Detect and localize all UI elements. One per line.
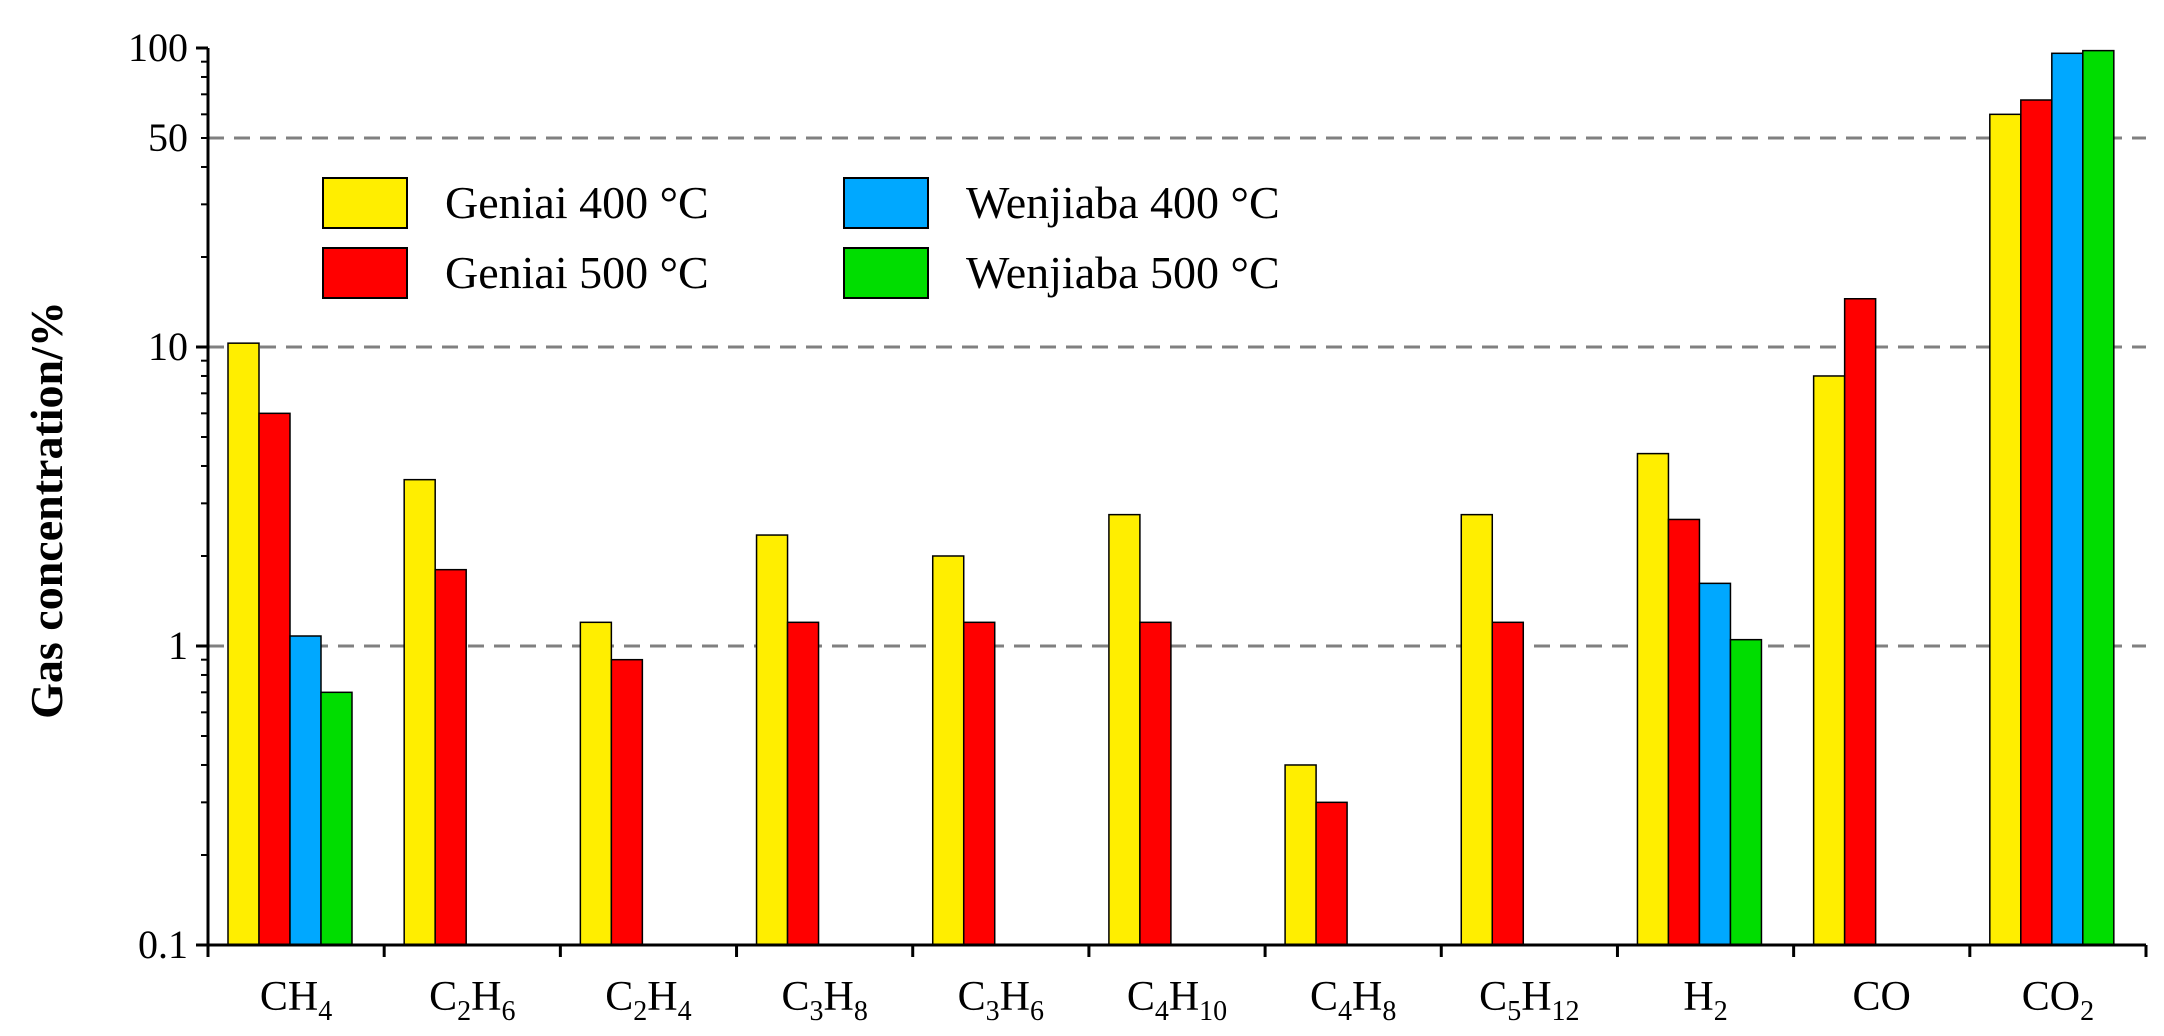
bar-0-1 xyxy=(403,478,436,946)
x-tick-label: C2H6 xyxy=(429,974,515,1027)
bar-1-0 xyxy=(258,412,291,946)
x-tick-label: CO xyxy=(1853,974,1911,1020)
legend: Geniai 400 °C Geniai 500 °C Wenjiaba 400 °… xyxy=(322,177,1280,299)
bar-2-0 xyxy=(289,635,322,946)
legend-label-3: Wenjiaba 500 °C xyxy=(966,247,1280,298)
bar-1-10 xyxy=(2020,99,2053,946)
legend-label-2: Wenjiaba 400 °C xyxy=(966,177,1280,228)
bar-0-10 xyxy=(1989,113,2022,946)
x-tick-label: C4H8 xyxy=(1310,974,1396,1027)
bar-1-2 xyxy=(610,658,644,946)
bar-0-8 xyxy=(1636,452,1670,946)
x-tick-label: C3H6 xyxy=(958,974,1044,1027)
axes: 0.1 1 10 50 100 CH4 C2H6 C2H4 C3H8 C3H6 C4H10 C4H8 C… xyxy=(128,25,2148,1027)
bar-3-10 xyxy=(2082,49,2115,946)
bar-0-4 xyxy=(931,555,965,946)
legend-label-1: Geniai 500 °C xyxy=(445,247,709,298)
bar-0-9 xyxy=(1812,375,1846,946)
x-tick-label: C5H12 xyxy=(1479,974,1579,1027)
legend-swatch-1 xyxy=(322,247,408,299)
legend-label-0: Geniai 400 °C xyxy=(445,177,709,228)
x-tick-label: C2H4 xyxy=(605,974,691,1027)
bar-1-8 xyxy=(1667,518,1701,946)
bar-1-9 xyxy=(1843,298,1877,946)
bar-1-5 xyxy=(1139,621,1172,946)
bar-1-1 xyxy=(434,568,467,946)
x-tick-label: H2 xyxy=(1683,974,1727,1027)
y-tick-label: 0.1 xyxy=(138,922,188,967)
bar-0-0 xyxy=(227,342,260,946)
x-tick-label: CH4 xyxy=(260,974,332,1027)
bar-2-8 xyxy=(1698,582,1732,946)
bar-0-3 xyxy=(755,534,789,946)
y-axis-label: Gas concentration/% xyxy=(21,301,72,719)
bar-0-7 xyxy=(1460,513,1494,946)
bar-3-0 xyxy=(320,691,353,946)
bar-0-5 xyxy=(1108,513,1141,946)
bar-1-4 xyxy=(962,621,996,946)
bar-1-6 xyxy=(1315,801,1348,946)
bar-1-3 xyxy=(786,621,820,946)
x-tick-label: CO2 xyxy=(2022,974,2094,1027)
legend-swatch-0 xyxy=(322,177,408,229)
legend-swatch-3 xyxy=(843,247,929,299)
y-tick-label: 1 xyxy=(168,623,188,668)
bar-1-7 xyxy=(1491,621,1525,946)
bar-3-8 xyxy=(1729,638,1763,946)
bars xyxy=(227,49,2115,946)
bar-0-6 xyxy=(1284,764,1317,946)
legend-swatch-2 xyxy=(843,177,929,229)
y-tick-label: 100 xyxy=(128,25,188,70)
x-tick-label: C4H10 xyxy=(1127,974,1227,1027)
x-tick-label: C3H8 xyxy=(781,974,867,1027)
y-tick-label: 50 xyxy=(148,115,188,160)
bar-2-10 xyxy=(2051,52,2084,946)
y-tick-label: 10 xyxy=(148,324,188,369)
bar-0-2 xyxy=(579,621,613,946)
